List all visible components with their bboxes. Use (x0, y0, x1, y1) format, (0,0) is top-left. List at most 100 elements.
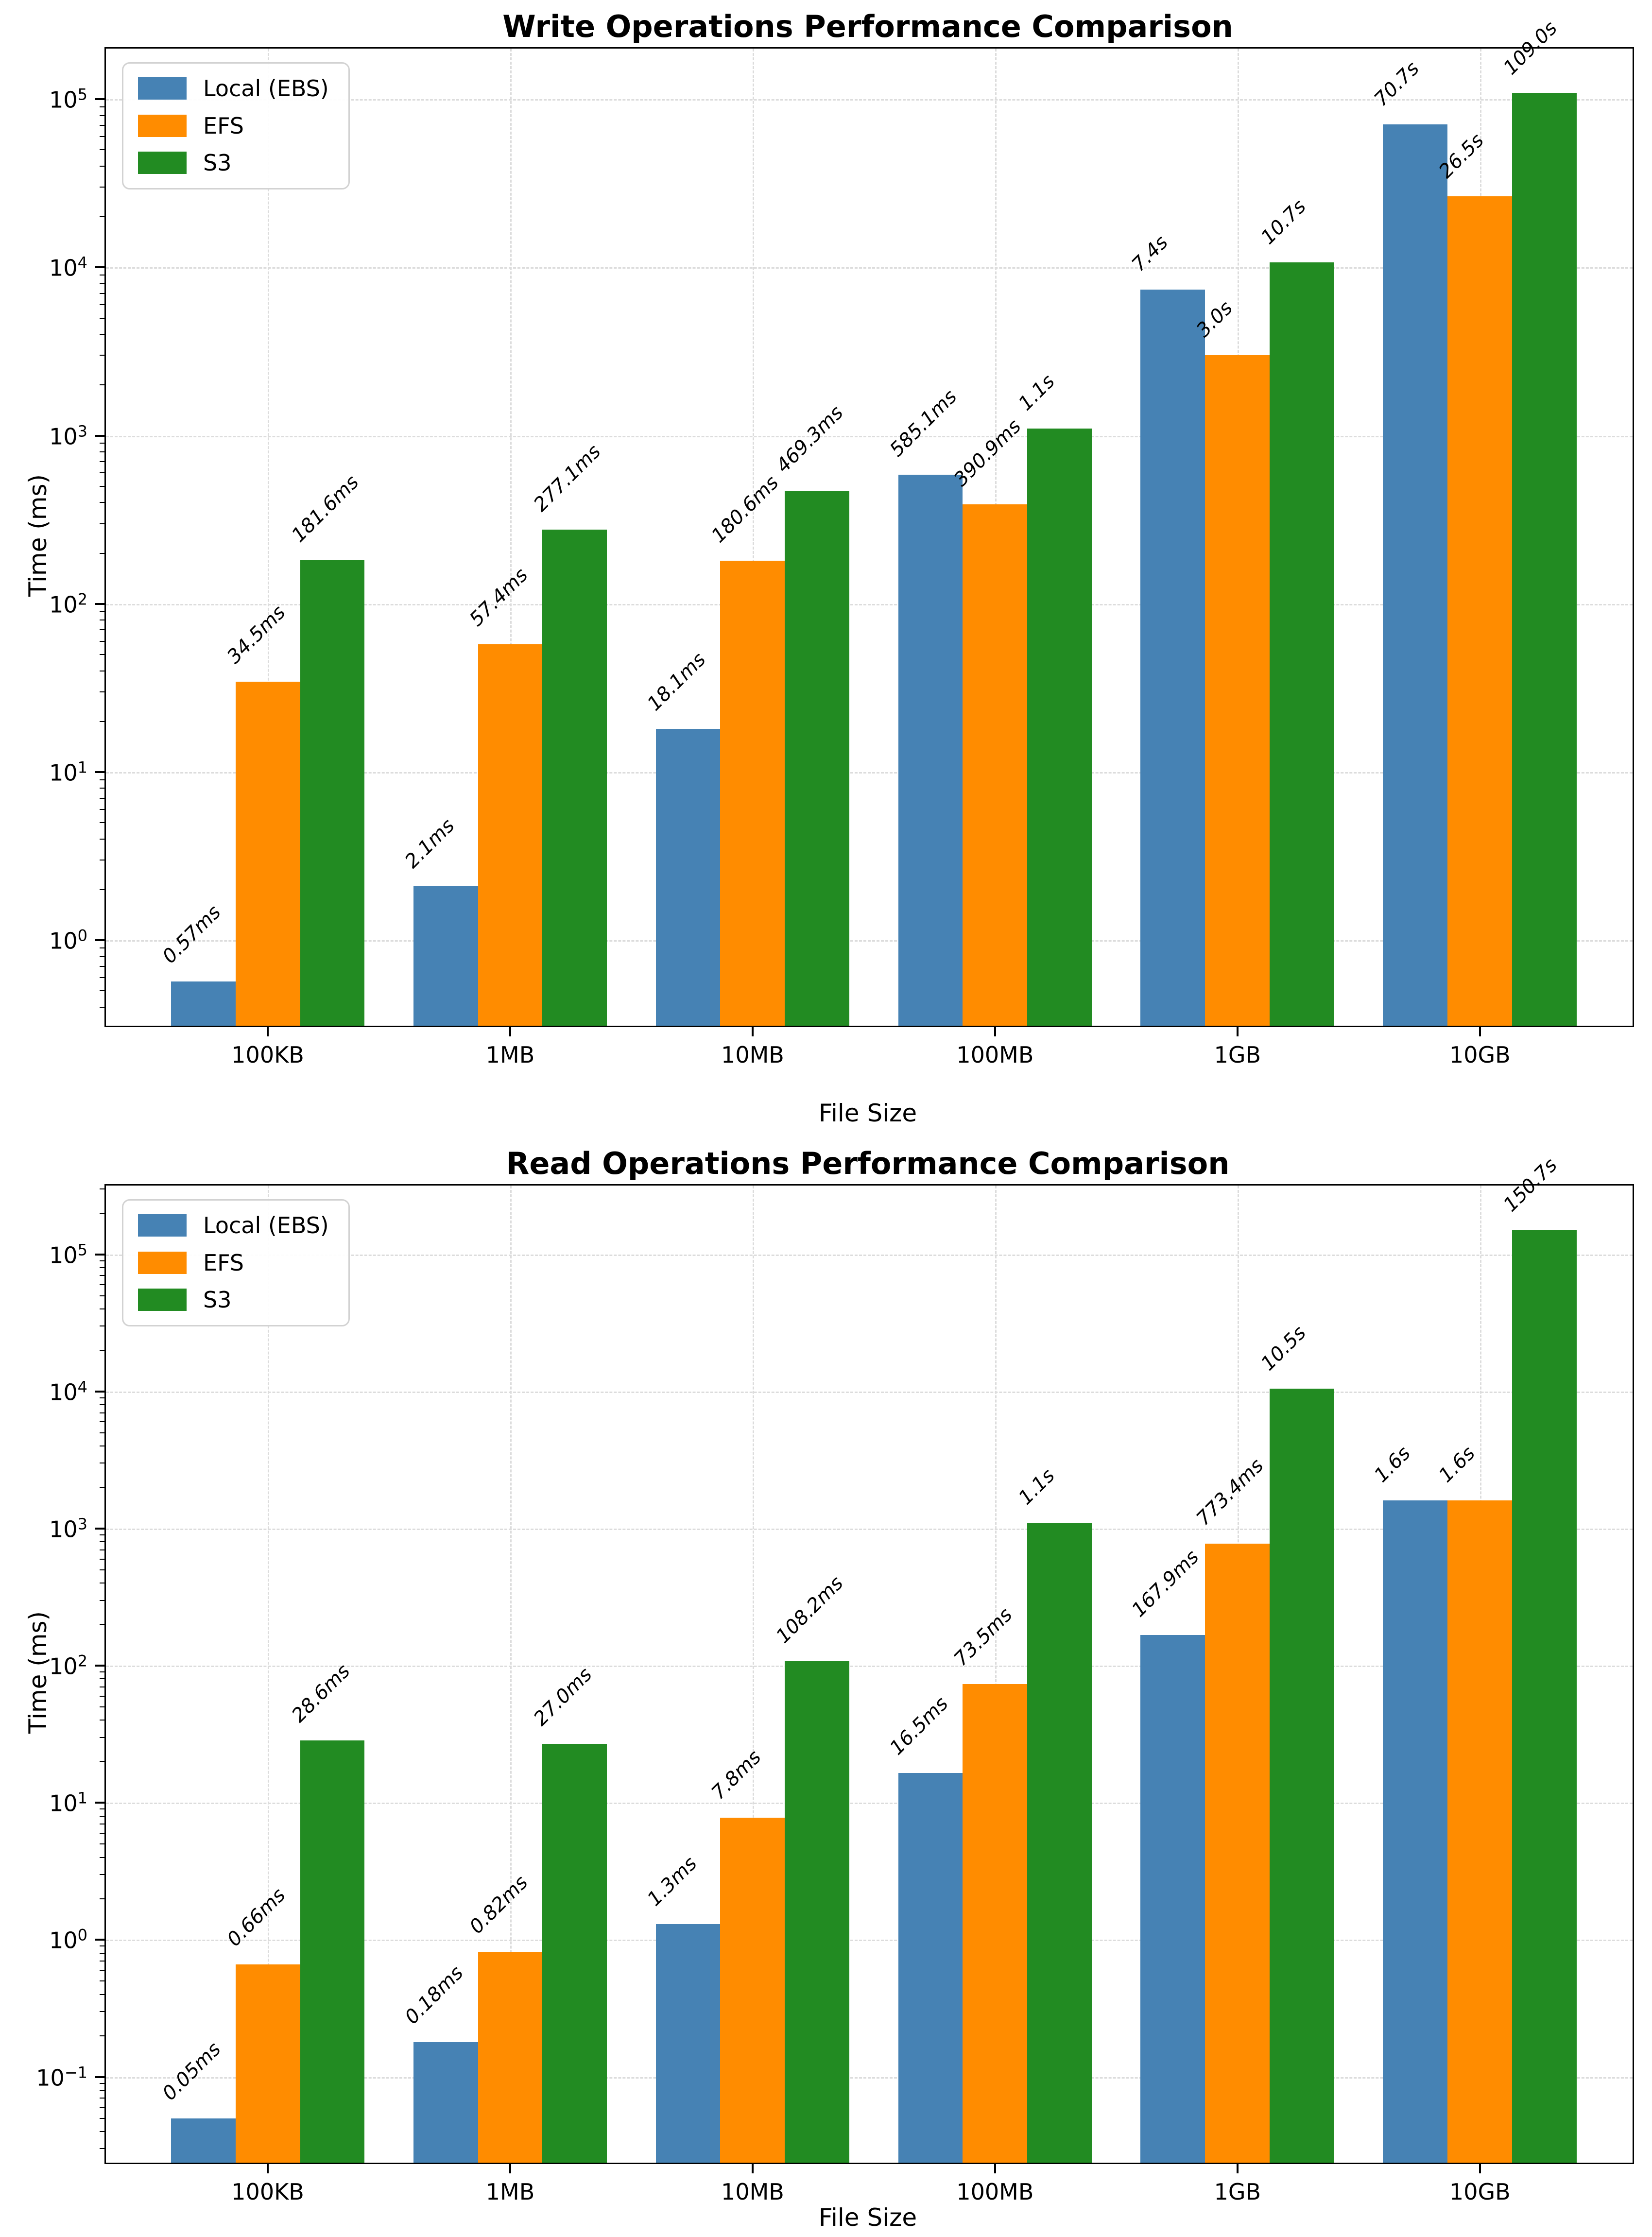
legend-swatch-s3 (138, 1289, 187, 1311)
y-tick-label: 100 (49, 1926, 87, 1954)
bar-s3 (1512, 93, 1577, 1026)
y-tick-label: 104 (49, 1377, 87, 1406)
y-axis-minor-tick (100, 1569, 106, 1570)
y-axis-minor-tick (100, 149, 106, 151)
y-axis-minor-tick (100, 472, 106, 474)
bar-efs (720, 1817, 785, 2163)
x-tick-label: 100MB (956, 1042, 1034, 1068)
bar-value-label: 469.3ms (772, 401, 848, 478)
bar-s3 (300, 560, 365, 1026)
y-tick-label: 101 (49, 1789, 87, 1817)
y-axis-minor-tick (100, 1445, 106, 1447)
x-axis-major-tick (267, 1026, 269, 1036)
y-gridline (106, 1666, 1633, 1668)
y-axis-minor-tick (100, 654, 106, 655)
y-axis-minor-tick (100, 1325, 106, 1327)
y-tick-exponent: 0 (77, 926, 87, 945)
bar-efs (478, 644, 543, 1026)
y-axis-minor-tick (100, 283, 106, 284)
y-axis-minor-tick (100, 502, 106, 503)
y-axis-minor-tick (100, 838, 106, 840)
bar-value-label: 1.1s (1014, 1464, 1060, 1510)
y-axis-minor-tick (100, 1404, 106, 1406)
y-gridline (106, 99, 1633, 101)
y-axis-minor-tick (100, 552, 106, 554)
legend: Local (EBS) EFS S3 (122, 1199, 350, 1326)
x-axis-major-tick (267, 2163, 269, 2173)
bar-efs (963, 1684, 1028, 2163)
bar-value-label: 10.5s (1256, 1321, 1311, 1375)
bar-s3 (542, 1743, 607, 2163)
y-axis-minor-tick (100, 1961, 106, 1962)
x-tick-label: 10GB (1449, 1042, 1511, 1068)
y-tick-label: 100 (49, 926, 87, 954)
bar-value-label: 0.57ms (158, 900, 225, 968)
y-axis-minor-tick (100, 990, 106, 992)
y-axis-major-tick (95, 1527, 106, 1530)
y-axis-minor-tick (100, 304, 106, 306)
legend-label: S3 (203, 1287, 232, 1313)
y-axis-major-tick (95, 98, 106, 101)
bar-local-ebs (1383, 1500, 1448, 2163)
bar-value-label: 7.8ms (707, 1746, 766, 1804)
legend-label: EFS (203, 1249, 244, 1276)
bar-value-label: 73.5ms (950, 1603, 1017, 1671)
bar-value-label: 1.6s (1434, 1442, 1480, 1487)
bar-value-label: 27.0ms (530, 1663, 597, 1730)
bar-local-ebs (898, 475, 963, 1026)
x-tick-label: 100MB (956, 2179, 1034, 2205)
y-axis-minor-tick (100, 106, 106, 108)
y-axis-minor-tick (100, 1349, 106, 1351)
y-tick-exponent: 5 (77, 1240, 87, 1259)
bar-value-label: 70.7s (1370, 57, 1424, 111)
y-axis-minor-tick (100, 136, 106, 137)
chart-write-y-axis-label: Time (ms) (24, 474, 52, 597)
x-tick-label: 1MB (485, 2179, 535, 2205)
y-axis-minor-tick (100, 1624, 106, 1625)
y-tick-exponent: 3 (77, 1514, 87, 1533)
y-axis-minor-tick (100, 1815, 106, 1817)
y-axis-major-tick (95, 939, 106, 942)
y-axis-minor-tick (100, 293, 106, 294)
bar-local-ebs (413, 886, 478, 1026)
legend-item: EFS (138, 1249, 329, 1276)
y-axis-minor-tick (100, 1308, 106, 1309)
y-axis-minor-tick (100, 1994, 106, 1995)
bar-efs (1447, 1500, 1513, 2163)
chart-write-x-axis-label: File Size (818, 1099, 917, 1127)
bar-s3 (785, 491, 850, 1026)
legend-swatch-local-ebs (138, 1214, 187, 1237)
y-axis-minor-tick (100, 187, 106, 188)
y-axis-minor-tick (100, 1832, 106, 1834)
y-axis-major-tick (95, 1939, 106, 1941)
y-axis-minor-tick (100, 2148, 106, 2150)
y-axis-minor-tick (100, 384, 106, 386)
x-gridline (268, 1186, 270, 2163)
y-axis-minor-tick (100, 334, 106, 335)
y-axis-minor-tick (100, 115, 106, 116)
y-axis-minor-tick (100, 216, 106, 218)
legend-item: S3 (138, 1288, 329, 1312)
bar-local-ebs (1383, 124, 1448, 1026)
bar-efs (235, 1964, 300, 2163)
y-gridline (106, 1528, 1633, 1530)
bar-efs (1447, 196, 1513, 1026)
x-axis-major-tick (1236, 1026, 1239, 1036)
y-tick-exponent: 0 (77, 1926, 87, 1944)
y-axis-minor-tick (100, 1874, 106, 1875)
y-axis-minor-tick (100, 1980, 106, 1982)
y-tick-label: 103 (49, 1514, 87, 1543)
y-gridline (106, 603, 1633, 605)
x-gridline (752, 49, 754, 1026)
y-axis-minor-tick (100, 523, 106, 524)
y-axis-minor-tick (100, 165, 106, 167)
y-axis-minor-tick (100, 1600, 106, 1601)
y-axis-major-tick (95, 1665, 106, 1667)
y-tick-exponent: −1 (64, 2063, 87, 2082)
y-axis-major-tick (95, 1802, 106, 1804)
bar-efs (1205, 1544, 1270, 2163)
y-axis-minor-tick (100, 1686, 106, 1687)
chart-read-y-axis-label: Time (ms) (24, 1611, 52, 1734)
x-tick-label: 100KB (231, 1042, 304, 1068)
bar-s3 (1027, 1523, 1092, 2163)
